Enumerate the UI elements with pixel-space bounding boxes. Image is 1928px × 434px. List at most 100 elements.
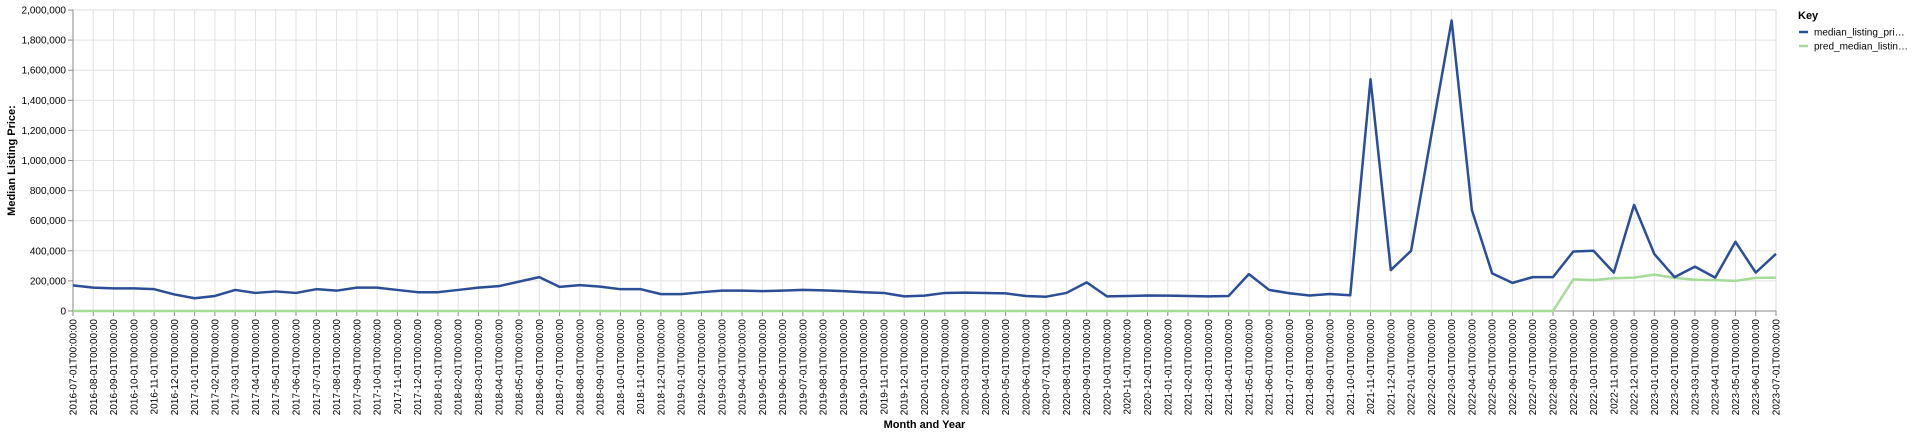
x-tick-label: 2018-12-01T00:00:00: [656, 319, 667, 416]
x-tick-label: 2022-04-01T00:00:00: [1467, 319, 1478, 416]
y-tick-label: 800,000: [30, 186, 67, 197]
y-tick-label: 400,000: [30, 246, 67, 257]
x-tick-label: 2019-07-01T00:00:00: [798, 319, 809, 416]
x-tick-label: 2023-04-01T00:00:00: [1711, 319, 1722, 416]
y-tick-label: 0: [60, 307, 66, 318]
x-tick-label: 2020-04-01T00:00:00: [981, 319, 992, 416]
series-layer: [72, 19, 1777, 313]
x-tick-label: 2022-03-01T00:00:00: [1447, 319, 1458, 416]
x-tick-label: 2018-04-01T00:00:00: [494, 319, 505, 416]
x-tick-label: 2017-02-01T00:00:00: [210, 319, 221, 416]
x-tick-label: 2022-11-01T00:00:00: [1609, 319, 1620, 415]
x-tick-label: 2017-04-01T00:00:00: [251, 319, 262, 416]
grid: [72, 9, 1777, 312]
x-tick-label: 2019-12-01T00:00:00: [900, 319, 911, 416]
x-tick-label: 2019-01-01T00:00:00: [677, 319, 688, 416]
x-tick-label: 2018-02-01T00:00:00: [454, 319, 465, 416]
x-axis-title: Month and Year: [884, 419, 966, 431]
x-tick-label: 2023-05-01T00:00:00: [1731, 319, 1742, 416]
x-tick-label: 2021-12-01T00:00:00: [1386, 319, 1397, 416]
y-tick-label: 600,000: [30, 216, 67, 227]
y-axis-title: Median Listing Price:: [6, 105, 18, 216]
x-tick-label: 2017-10-01T00:00:00: [373, 319, 384, 416]
x-tick-label: 2020-09-01T00:00:00: [1082, 319, 1093, 416]
x-tick-label: 2017-03-01T00:00:00: [231, 319, 242, 416]
legend: Key median_listing_pri… pred_median_listi…: [1798, 10, 1908, 53]
x-tick-label: 2021-07-01T00:00:00: [1285, 319, 1296, 416]
x-tick-label: 2023-02-01T00:00:00: [1670, 319, 1681, 416]
x-tick-label: 2018-08-01T00:00:00: [575, 319, 586, 416]
x-tick-label: 2021-11-01T00:00:00: [1366, 319, 1377, 415]
x-axis: 2016-07-01T00:00:00 2016-08-01T00:00:00 20…: [69, 310, 1783, 416]
x-tick-label: 2022-07-01T00:00:00: [1528, 319, 1539, 416]
x-tick-label: 2020-06-01T00:00:00: [1021, 319, 1032, 416]
x-tick-label: 2018-06-01T00:00:00: [535, 319, 546, 416]
x-tick-label: 2022-01-01T00:00:00: [1407, 319, 1418, 416]
x-tick-label: 2016-11-01T00:00:00: [150, 319, 161, 415]
x-tick-label: 2018-03-01T00:00:00: [474, 319, 485, 416]
x-tick-label: 2019-08-01T00:00:00: [819, 319, 830, 416]
x-tick-label: 2021-05-01T00:00:00: [1244, 319, 1255, 416]
x-tick-label: 2020-11-01T00:00:00: [1123, 319, 1134, 415]
x-tick-label: 2019-10-01T00:00:00: [859, 319, 870, 416]
x-tick-label: 2018-07-01T00:00:00: [555, 319, 566, 416]
x-tick-label: 2021-09-01T00:00:00: [1325, 319, 1336, 416]
x-tick-label: 2021-04-01T00:00:00: [1224, 319, 1235, 416]
x-tick-label: 2018-10-01T00:00:00: [616, 319, 627, 416]
x-tick-label: 2017-07-01T00:00:00: [312, 319, 323, 416]
x-tick-label: 2019-11-01T00:00:00: [879, 319, 890, 415]
x-tick-label: 2016-09-01T00:00:00: [109, 319, 120, 416]
x-tick-label: 2021-08-01T00:00:00: [1305, 319, 1316, 416]
x-tick-label: 2023-07-01T00:00:00: [1772, 319, 1783, 416]
x-tick-label: 2022-06-01T00:00:00: [1508, 319, 1519, 416]
x-tick-label: 2022-02-01T00:00:00: [1427, 319, 1438, 416]
x-tick-label: 2016-12-01T00:00:00: [170, 319, 181, 416]
x-tick-label: 2020-03-01T00:00:00: [961, 319, 972, 416]
x-tick-label: 2023-06-01T00:00:00: [1751, 319, 1762, 416]
y-axis: 0 200,000 400,000 600,000 800,000 1,000,000 1,…: [22, 6, 74, 318]
x-tick-label: 2021-10-01T00:00:00: [1346, 319, 1357, 416]
x-tick-label: 2019-06-01T00:00:00: [778, 319, 789, 416]
x-tick-label: 2020-08-01T00:00:00: [1062, 319, 1073, 416]
x-tick-label: 2021-02-01T00:00:00: [1184, 319, 1195, 416]
x-tick-label: 2017-11-01T00:00:00: [393, 319, 404, 415]
x-tick-label: 2020-07-01T00:00:00: [1042, 319, 1053, 416]
x-tick-label: 2020-05-01T00:00:00: [1001, 319, 1012, 416]
y-tick-label: 1,400,000: [22, 96, 67, 107]
x-tick-label: 2019-03-01T00:00:00: [717, 319, 728, 416]
series-line-median: [72, 19, 1777, 300]
x-tick-label: 2017-09-01T00:00:00: [352, 319, 363, 416]
x-tick-label: 2018-01-01T00:00:00: [433, 319, 444, 416]
x-tick-label: 2017-08-01T00:00:00: [332, 319, 343, 416]
x-tick-label: 2017-01-01T00:00:00: [190, 319, 201, 416]
y-tick-label: 1,800,000: [22, 36, 67, 47]
x-tick-label: 2016-07-01T00:00:00: [69, 319, 80, 416]
x-tick-label: 2019-05-01T00:00:00: [758, 319, 769, 416]
x-tick-label: 2018-09-01T00:00:00: [596, 319, 607, 416]
x-tick-label: 2018-11-01T00:00:00: [636, 319, 647, 415]
x-tick-label: 2017-12-01T00:00:00: [413, 319, 424, 416]
x-tick-label: 2017-06-01T00:00:00: [292, 319, 303, 416]
x-tick-label: 2022-05-01T00:00:00: [1488, 319, 1499, 416]
y-tick-label: 200,000: [30, 276, 67, 287]
legend-label: pred_median_listin…: [1814, 42, 1908, 53]
x-tick-label: 2022-08-01T00:00:00: [1548, 319, 1559, 416]
x-tick-label: 2020-12-01T00:00:00: [1143, 319, 1154, 416]
x-tick-label: 2019-04-01T00:00:00: [738, 319, 749, 416]
x-tick-label: 2019-02-01T00:00:00: [697, 319, 708, 416]
x-tick-label: 2016-10-01T00:00:00: [129, 319, 140, 416]
x-tick-label: 2018-05-01T00:00:00: [515, 319, 526, 416]
x-tick-label: 2020-01-01T00:00:00: [920, 319, 931, 416]
x-tick-label: 2023-03-01T00:00:00: [1690, 319, 1701, 416]
x-tick-label: 2017-05-01T00:00:00: [271, 319, 282, 416]
legend-title: Key: [1798, 10, 1819, 22]
x-tick-label: 2021-03-01T00:00:00: [1204, 319, 1215, 416]
x-tick-label: 2016-08-01T00:00:00: [89, 319, 100, 416]
y-tick-label: 1,000,000: [22, 156, 67, 167]
x-tick-label: 2020-10-01T00:00:00: [1102, 319, 1113, 416]
x-tick-label: 2021-01-01T00:00:00: [1163, 319, 1174, 416]
x-tick-label: 2023-01-01T00:00:00: [1650, 319, 1661, 416]
x-tick-label: 2022-09-01T00:00:00: [1569, 319, 1580, 416]
x-tick-label: 2022-12-01T00:00:00: [1630, 319, 1641, 416]
